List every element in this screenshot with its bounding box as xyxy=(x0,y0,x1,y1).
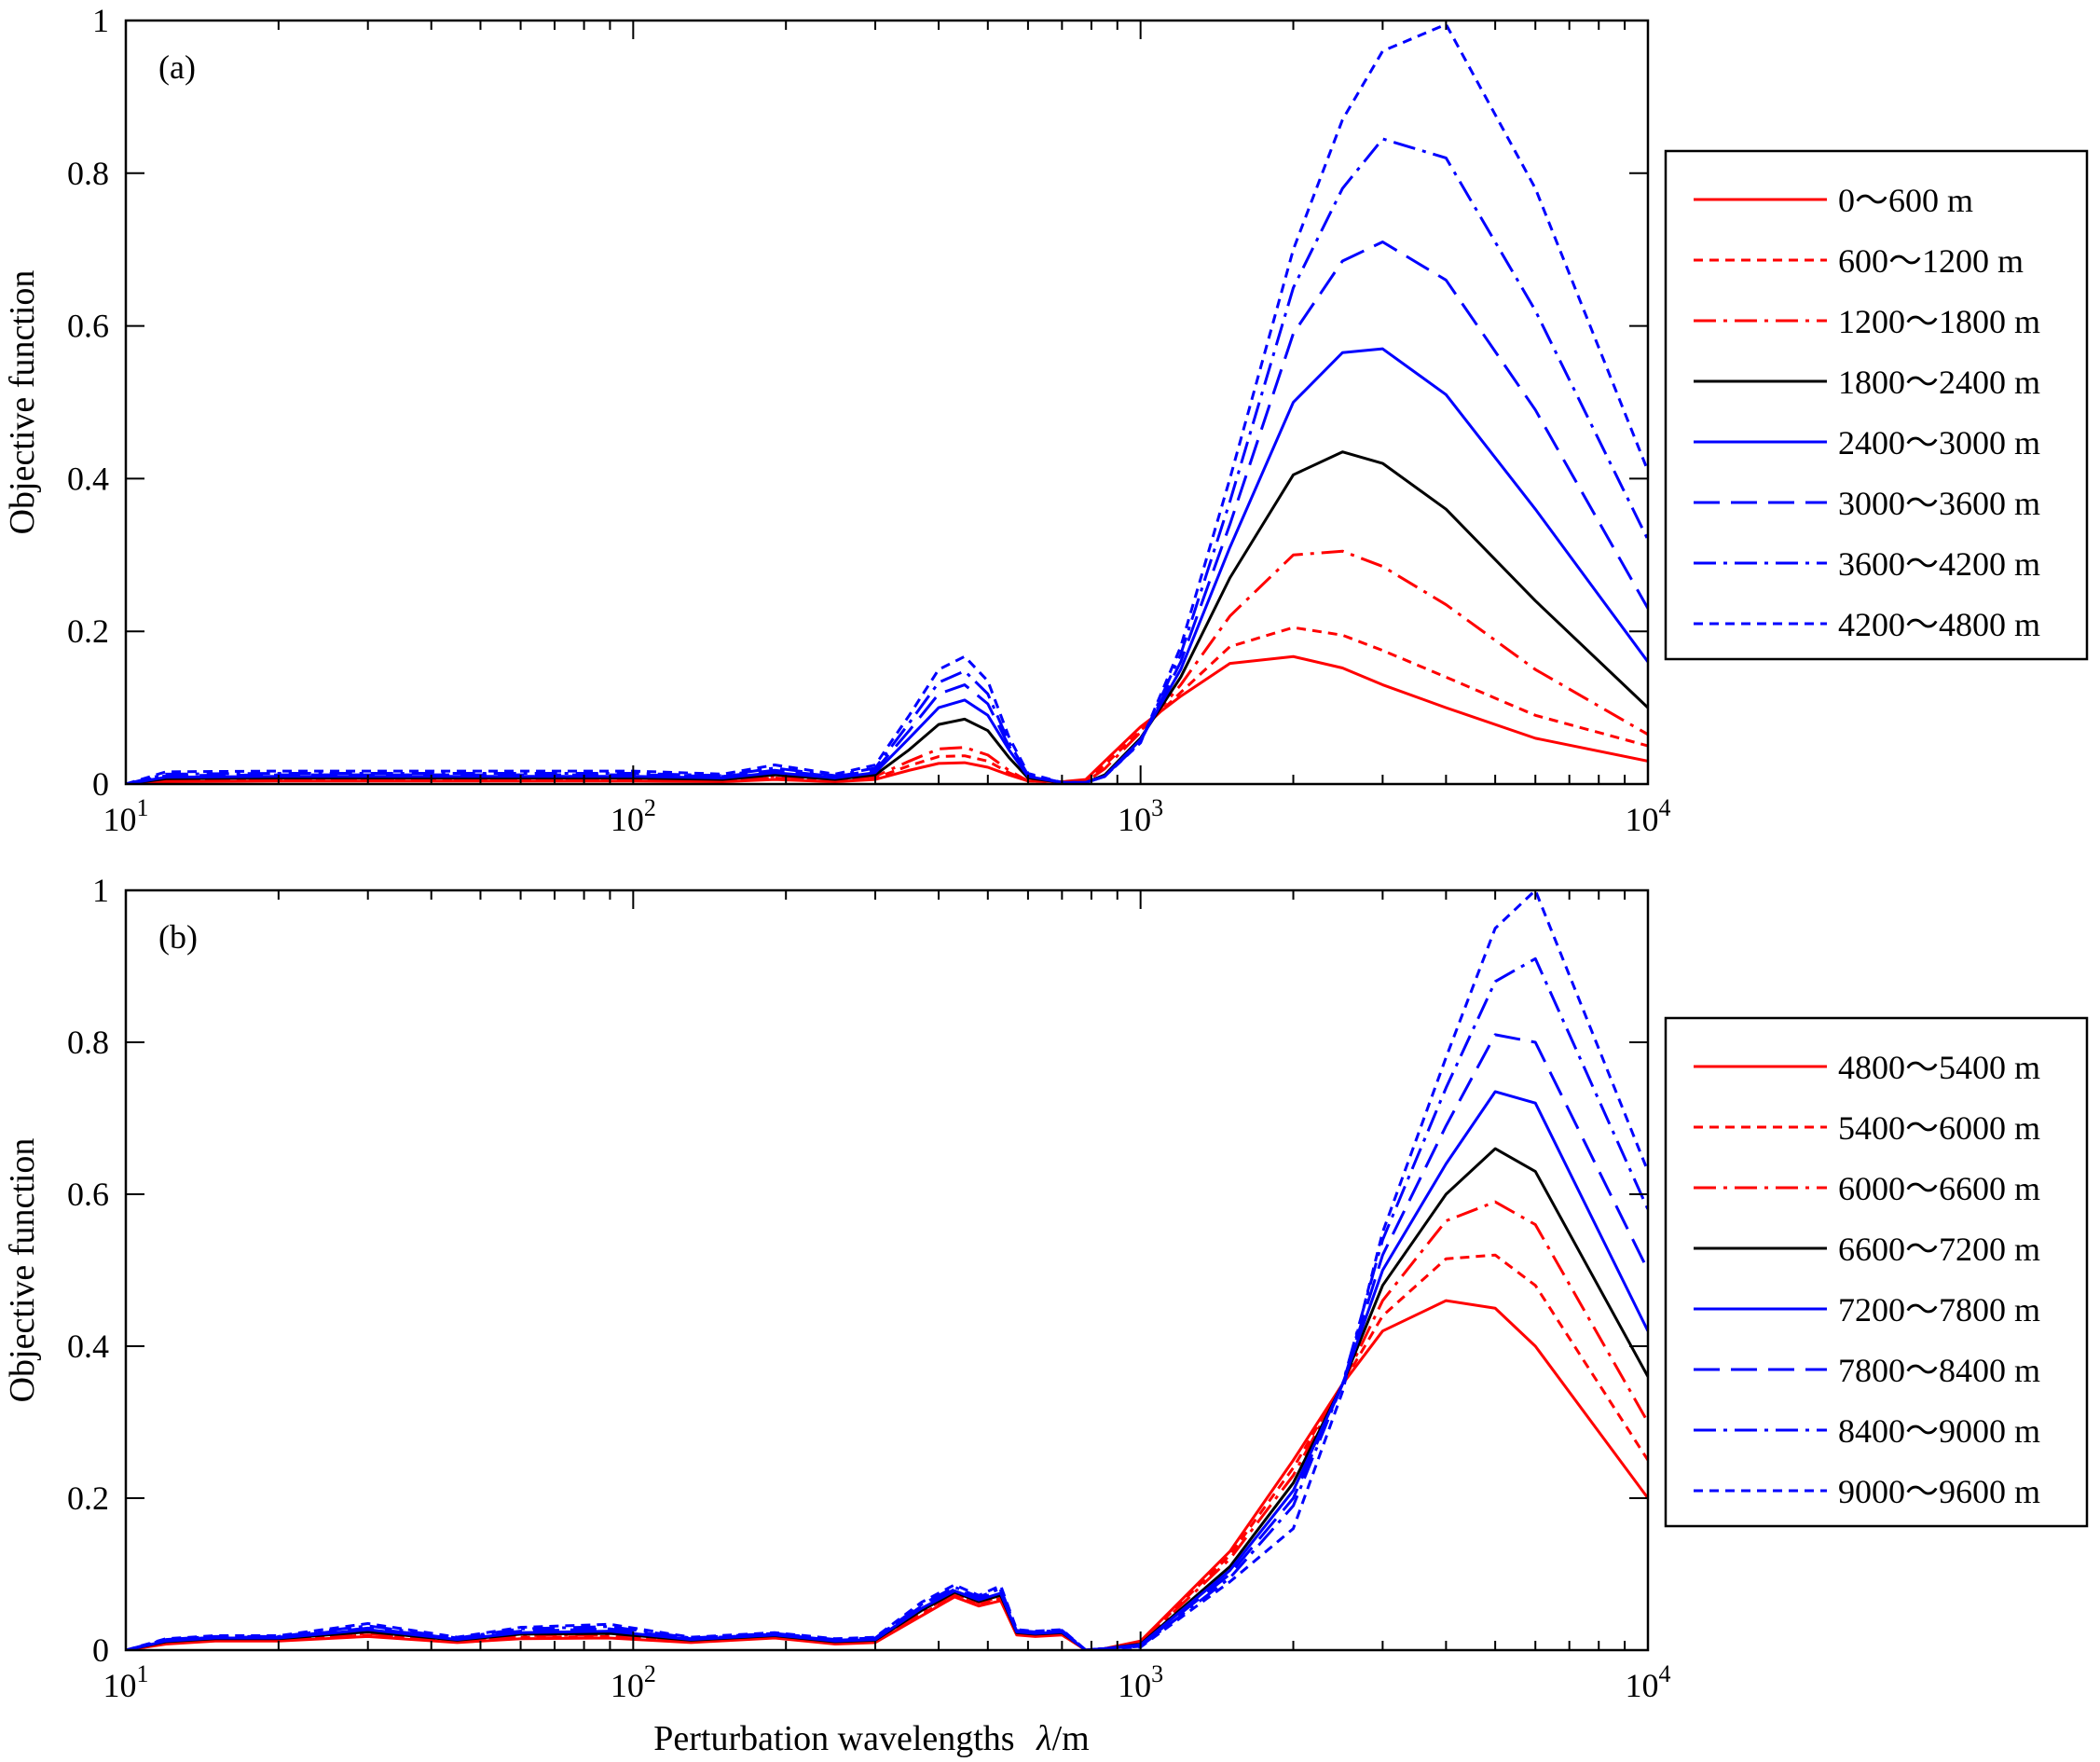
x-tick-label: 101 xyxy=(103,1660,149,1704)
x-tick-label: 103 xyxy=(1118,794,1163,838)
x-tick-label: 104 xyxy=(1626,1660,1671,1704)
x-axis-label-unit: /m xyxy=(1052,1719,1090,1758)
y-axis-label: Objective function xyxy=(3,270,42,535)
series-group xyxy=(126,888,1648,1650)
legend-label: 2400～3000 m xyxy=(1838,424,2040,461)
legend-label: 0～600 m xyxy=(1838,182,1973,219)
legend-box xyxy=(1664,1016,2089,1528)
plot-frame xyxy=(124,888,1650,1652)
legend-label: 4800～5400 m xyxy=(1838,1049,2040,1086)
legend-label: 8400～9000 m xyxy=(1838,1412,2040,1450)
series-line-4 xyxy=(126,450,1648,784)
y-tick-label: 0.2 xyxy=(67,613,109,650)
x-tick-label: 101 xyxy=(103,794,149,838)
series-group xyxy=(126,22,1648,784)
panel-label: (b) xyxy=(158,918,198,956)
x-tick-label: 103 xyxy=(1118,1660,1163,1704)
legend: 4800～5400 m 5400～6000 m 6000～6600 m 6600～72… xyxy=(1664,1016,2089,1528)
series-line-5 xyxy=(126,347,1648,784)
series-line-8 xyxy=(126,22,1648,784)
series-line-8 xyxy=(126,888,1648,1650)
y-axis-label: Objective function xyxy=(3,1138,42,1403)
legend-label: 1200～1800 m xyxy=(1838,303,2040,340)
y-tick-label: 0.8 xyxy=(67,155,109,192)
legend-box xyxy=(1664,149,2089,661)
panel-a: 101 102 103 104 0 0.2 0.4 0.6 0.8 1 Objective func… xyxy=(3,2,2089,838)
legend-label: 5400～6000 m xyxy=(1838,1109,2040,1147)
y-tick-label: 0.4 xyxy=(67,460,109,497)
y-tick-label: 1 xyxy=(92,872,109,909)
series-line-7 xyxy=(126,137,1648,784)
y-tick-label: 0.2 xyxy=(67,1480,109,1517)
legend-label: 6000～6600 m xyxy=(1838,1170,2040,1207)
legend-label: 4200～4800 m xyxy=(1838,606,2040,643)
x-axis-label-symbol: λ xyxy=(1036,1719,1051,1758)
legend-label: 1800～2400 m xyxy=(1838,364,2040,401)
series-line-2 xyxy=(126,626,1648,784)
y-tick-label: 0.4 xyxy=(67,1328,109,1365)
legend: 0～600 m 600～1200 m 1200～1800 m 1800～2400 m 2… xyxy=(1664,149,2089,661)
plot-frame xyxy=(124,19,1650,786)
x-axis-label: Perturbation wavelengths λ/m xyxy=(653,1719,1089,1758)
legend-label: 3000～3600 m xyxy=(1838,485,2040,522)
x-axis-label-text: Perturbation wavelengths xyxy=(653,1719,1014,1758)
y-tick-label: 0.8 xyxy=(67,1024,109,1061)
legend-label: 7200～7800 m xyxy=(1838,1291,2040,1328)
legend-label: 6600～7200 m xyxy=(1838,1231,2040,1268)
legend-label: 3600～4200 m xyxy=(1838,545,2040,583)
x-tick-label: 102 xyxy=(611,794,656,838)
y-tick-label: 0 xyxy=(92,1631,109,1669)
panel-b: 101 102 103 104 0 0.2 0.4 0.6 0.8 1 Objective func… xyxy=(3,872,2089,1704)
legend-label: 7800～8400 m xyxy=(1838,1352,2040,1389)
panel-label: (a) xyxy=(158,48,196,86)
legend-label: 9000～9600 m xyxy=(1838,1473,2040,1510)
y-tick-label: 0.6 xyxy=(67,1176,109,1213)
series-line-1 xyxy=(126,654,1648,784)
legend-label: 600～1200 m xyxy=(1838,242,2024,280)
x-tick-label: 102 xyxy=(611,1660,656,1704)
x-tick-label: 104 xyxy=(1626,794,1671,838)
y-tick-label: 0 xyxy=(92,765,109,803)
y-tick-label: 1 xyxy=(92,2,109,39)
y-tick-label: 0.6 xyxy=(67,308,109,345)
